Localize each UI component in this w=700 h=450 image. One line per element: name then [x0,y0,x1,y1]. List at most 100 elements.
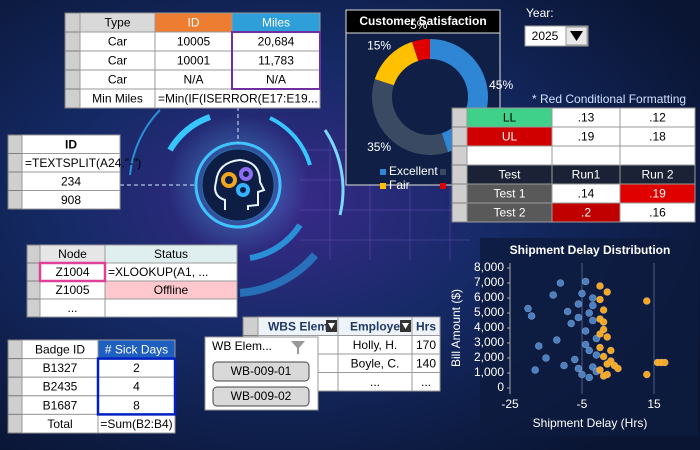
scatter-point [574,313,583,322]
scatter-point [599,306,608,314]
donut-segment [371,79,448,156]
row-header [64,31,81,52]
y-tick-label: 1,000 [474,365,504,379]
cell-text: 10001 [177,54,211,68]
scatter-point [596,366,604,374]
legend-label: Fair [389,178,410,192]
cell-text: 234 [61,174,81,188]
cell-text: Holly, H. [353,338,397,352]
scatter-point [599,352,608,361]
cell-text: Miles [262,16,290,30]
legend-swatch [380,169,386,175]
row-header [7,153,23,173]
cell-text: ... [370,375,380,389]
cell-text: .12 [649,111,666,125]
cell-text: ... [67,301,77,315]
legend-swatch [440,183,446,189]
data-label: 5% [410,18,428,32]
cell-text: N/A [266,73,286,87]
y-tick-label: 3,000 [474,335,504,349]
scatter-point [578,370,586,379]
cell-text: Badge ID [35,342,85,356]
year-label: Year: [526,6,554,20]
cell-text: 4 [133,380,140,394]
legend-swatch [440,169,446,175]
scatter-point [642,370,651,379]
tech-decoration [120,100,470,297]
cell-text: Test 1 [493,187,525,201]
row-header [64,69,81,90]
scatter-point [574,300,583,308]
cell-text: ID [188,16,200,30]
scatter-point [660,358,669,367]
cell-text: Run 2 [641,168,673,182]
row-header [26,298,41,318]
cell-text: Employe [350,319,400,333]
cell-text: Node [58,247,87,261]
cell-text: LL [503,111,517,125]
cell-text: .19 [649,187,666,201]
scatter-point [531,366,540,374]
cell-text: # Sick Days [105,342,168,356]
y-axis-title: Bill Amount ($) [449,289,463,367]
cell [551,145,621,166]
note: * Red Conditional Formatting [532,92,686,106]
cell-text: 20,684 [258,35,295,49]
scatter-point [642,297,651,305]
cell-text: WBS Elem [268,319,328,333]
cell-text: N/A [183,73,203,87]
row-header [7,395,23,415]
cell-text: =Min(IF(ISERROR(E17:E19... [158,92,318,106]
row-header [26,280,41,300]
cell-text: Z1005 [55,283,89,297]
scatter-point [596,282,604,290]
cell-text: 8 [133,398,140,412]
cell-text: Test [498,168,521,182]
scatter-point [524,304,532,313]
cell-text: Run1 [572,168,601,182]
chart-title: Shipment Delay Distribution [510,243,671,257]
cell-text: =Sum(B2:B4) [100,417,172,431]
scatter-point [603,333,612,341]
row-header [7,134,23,154]
scatter-point [585,346,594,355]
scatter-point [606,346,615,355]
slicer-item[interactable] [212,361,310,382]
cell-text: Total [47,417,72,431]
data-label: 35% [367,140,391,154]
cell-text: .13 [578,111,595,125]
row-header [451,183,468,204]
filter-arrow [402,323,409,329]
slicer-filter-icon [291,341,305,354]
row-header [7,339,23,360]
data-label: 45% [489,78,513,92]
scatter-point [585,373,594,382]
donut-segment [374,41,419,86]
row-header [451,126,468,147]
scatter-point [592,351,601,359]
cell-text: ... [421,375,431,389]
slicer-item[interactable] [212,386,310,407]
row-header [451,145,468,166]
x-tick-label: -5 [577,397,588,411]
row-header [7,413,23,434]
scatter-point [527,312,536,320]
donut-segment [412,39,430,61]
row-header [451,202,468,223]
scatter-point [581,327,590,335]
cell-text: Status [154,247,188,261]
cell [619,145,696,166]
y-tick-label: 0 [497,380,504,394]
cell-text: B1327 [43,361,78,375]
cell-text: B1687 [43,398,78,412]
slicer-item-label: WB-009-01 [231,364,292,378]
cell-text: Hrs [416,319,436,333]
cell [21,190,121,210]
scatter-point [603,288,612,296]
row-header [242,316,259,336]
y-tick-label: 7,000 [474,275,504,289]
scatter-point [552,336,561,344]
cell-text: 908 [61,193,81,207]
legend-swatch [380,183,386,189]
